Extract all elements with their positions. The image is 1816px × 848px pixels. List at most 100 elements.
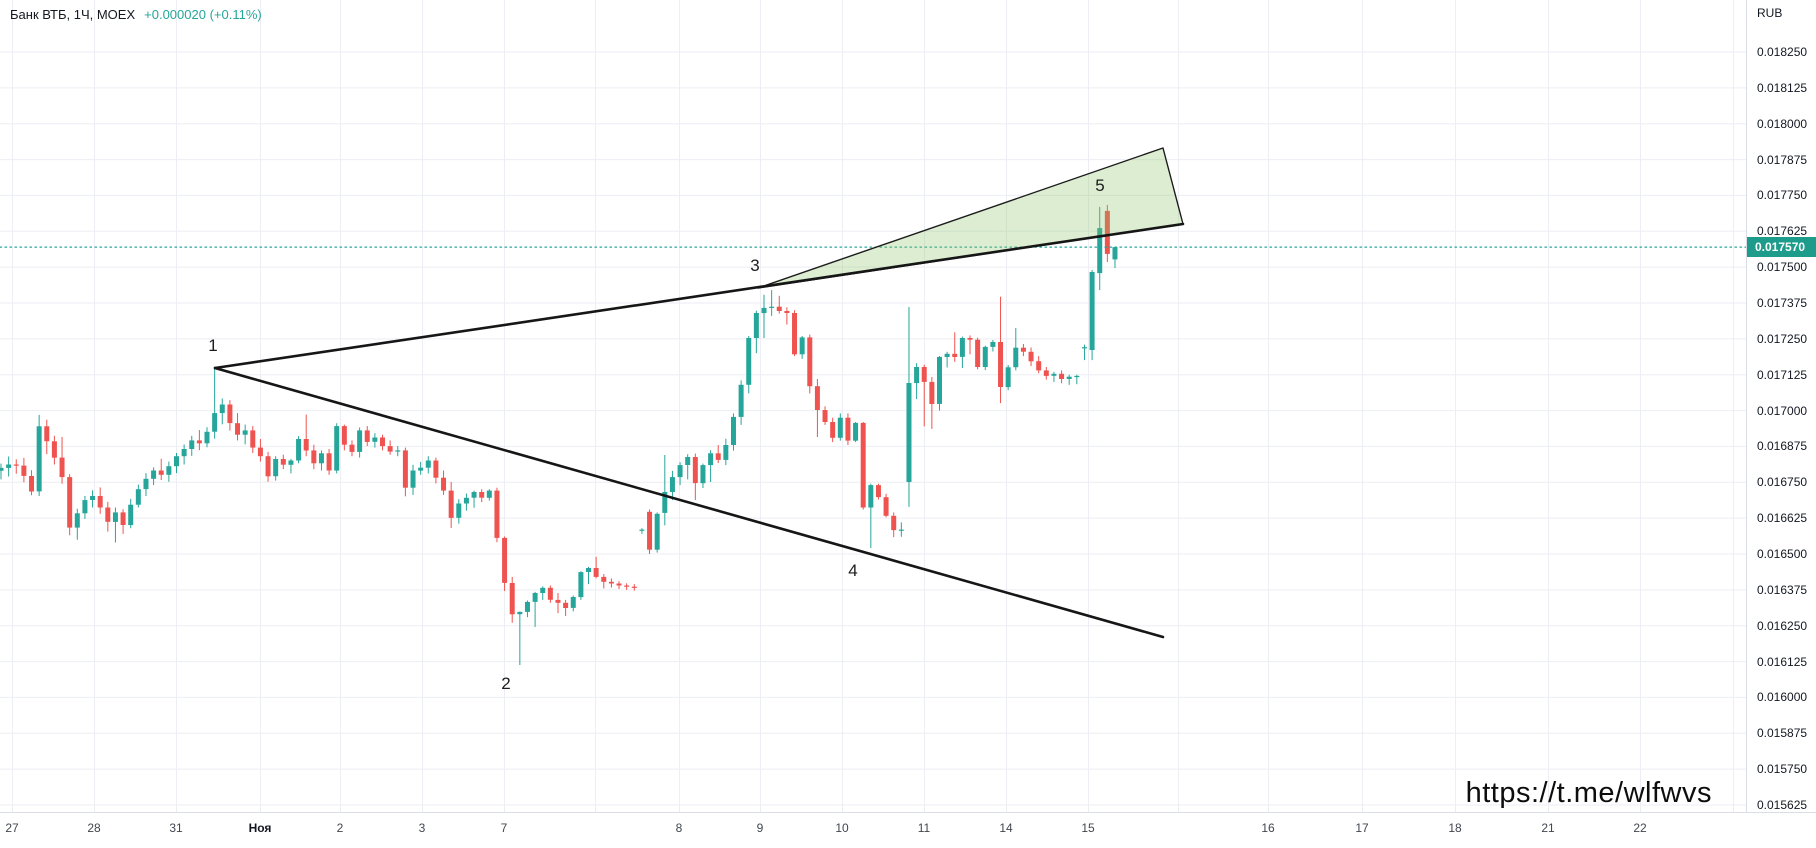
candle-body: [509, 583, 515, 615]
candle-body: [456, 503, 462, 518]
time-tick-label: 27: [5, 821, 19, 835]
candle-body: [105, 507, 111, 522]
candle-body: [975, 339, 981, 367]
candle-body: [59, 457, 65, 478]
candle-body: [1089, 272, 1095, 350]
candle-body: [982, 346, 988, 367]
wave-label-1[interactable]: 1: [208, 336, 217, 355]
price-tick-label: 0.016250: [1757, 619, 1808, 633]
price-tick-label: 0.016125: [1757, 655, 1808, 669]
time-axis[interactable]: 27 28 31 Ноя 2 3 7 8 9 10 11 14 15 16 17 18 21 22: [0, 812, 1816, 848]
chart-pane[interactable]: 1 2 3 4 5: [0, 0, 1746, 812]
candle-body: [936, 356, 942, 404]
watermark-link-text: https://t.me/wlfwvs: [1465, 777, 1712, 809]
candle-body: [349, 444, 355, 452]
candle-body: [868, 485, 874, 508]
candle-body: [471, 492, 477, 498]
candle-body: [372, 437, 378, 442]
time-tick-label: 10: [835, 821, 849, 835]
candle-body: [540, 587, 546, 593]
time-tick-label: 2: [336, 821, 344, 835]
candle-body: [715, 453, 721, 460]
candle-body: [364, 430, 370, 442]
candle-body: [433, 460, 439, 478]
price-tick-label: 0.015750: [1757, 762, 1808, 776]
time-tick-label: 8: [675, 821, 683, 835]
candle-body: [425, 460, 431, 468]
candle-body: [296, 439, 302, 461]
candle-body: [494, 490, 500, 538]
candle-body: [448, 490, 454, 518]
price-axis[interactable]: RUB 0.017570 0.018250 0.018125 0.018000 0.0…: [1746, 0, 1816, 812]
candle-body: [944, 353, 950, 357]
trendline-upper-resistance-1-3[interactable]: [213, 222, 1185, 370]
time-tick-label: 18: [1448, 821, 1462, 835]
candle-body: [29, 476, 35, 492]
candle-body: [6, 464, 12, 468]
candle-body: [746, 338, 752, 385]
candle-body: [1043, 370, 1049, 376]
price-change-text: +0.000020 (+0.11%): [144, 7, 262, 22]
candle-body: [814, 386, 820, 410]
candle-body: [921, 367, 927, 382]
candle-body: [631, 586, 637, 588]
candle-body: [151, 470, 157, 479]
price-tick-label: 0.017875: [1757, 153, 1808, 167]
candle-body: [898, 529, 904, 531]
candle-body: [1036, 361, 1042, 371]
candle-body: [227, 404, 233, 424]
symbol-legend[interactable]: Банк ВТБ, 1Ч, MOEX +0.000020 (+0.11%): [10, 7, 262, 22]
candle-body: [685, 457, 691, 465]
price-tick-label: 0.017750: [1757, 188, 1808, 202]
price-tick-label: 0.016000: [1757, 690, 1808, 704]
candle-body: [326, 453, 332, 471]
candle-body: [845, 417, 851, 441]
wave-label-3[interactable]: 3: [750, 256, 759, 275]
price-tick-label: 0.015875: [1757, 726, 1808, 740]
price-tick-label: 0.017250: [1757, 332, 1808, 346]
candle-body: [112, 512, 118, 522]
candle-body: [265, 456, 271, 477]
candle-body: [1051, 373, 1057, 376]
candle-body: [662, 492, 668, 513]
candle-body: [586, 568, 592, 572]
candle-body: [410, 470, 416, 488]
candle-body: [502, 537, 508, 583]
time-tick-label: 17: [1355, 821, 1369, 835]
candle-body: [387, 446, 393, 452]
candle-body: [219, 404, 225, 414]
wave-label-2[interactable]: 2: [501, 674, 510, 693]
candle-body: [700, 465, 706, 484]
candle-body: [257, 447, 263, 457]
candle-body: [13, 464, 19, 466]
candle-body: [311, 450, 317, 464]
price-tick-label: 0.017625: [1757, 224, 1808, 238]
candle-body: [51, 441, 57, 458]
symbol-title[interactable]: Банк ВТБ, 1Ч, MOEX: [10, 7, 136, 22]
candle-body: [44, 426, 50, 442]
candle-body: [189, 440, 195, 449]
candle-body: [517, 611, 523, 615]
price-tick-label: 0.016625: [1757, 511, 1808, 525]
price-tick-label: 0.016375: [1757, 583, 1808, 597]
time-tick-label: Ноя: [248, 821, 272, 835]
price-tick-label: 0.017500: [1757, 260, 1808, 274]
candle-body: [669, 477, 675, 492]
candle-body: [776, 306, 782, 311]
trendline-lower-support-1-4[interactable]: [213, 366, 1165, 639]
candle-body: [1097, 228, 1103, 274]
time-tick-label: 21: [1541, 821, 1555, 835]
candle-body: [341, 426, 347, 445]
candle-body: [792, 313, 798, 355]
candle-body: [357, 430, 363, 452]
candlestick-chart-canvas[interactable]: 1 2 3 4 5: [0, 0, 1746, 812]
candle-body: [418, 467, 424, 471]
candle-body: [654, 513, 660, 550]
candle-body: [36, 426, 42, 492]
candle-body: [730, 416, 736, 445]
candle-body: [235, 423, 241, 435]
candle-body: [158, 470, 164, 475]
wave-label-4[interactable]: 4: [848, 561, 857, 580]
candle-body: [822, 410, 828, 422]
wave-label-5[interactable]: 5: [1095, 176, 1104, 195]
